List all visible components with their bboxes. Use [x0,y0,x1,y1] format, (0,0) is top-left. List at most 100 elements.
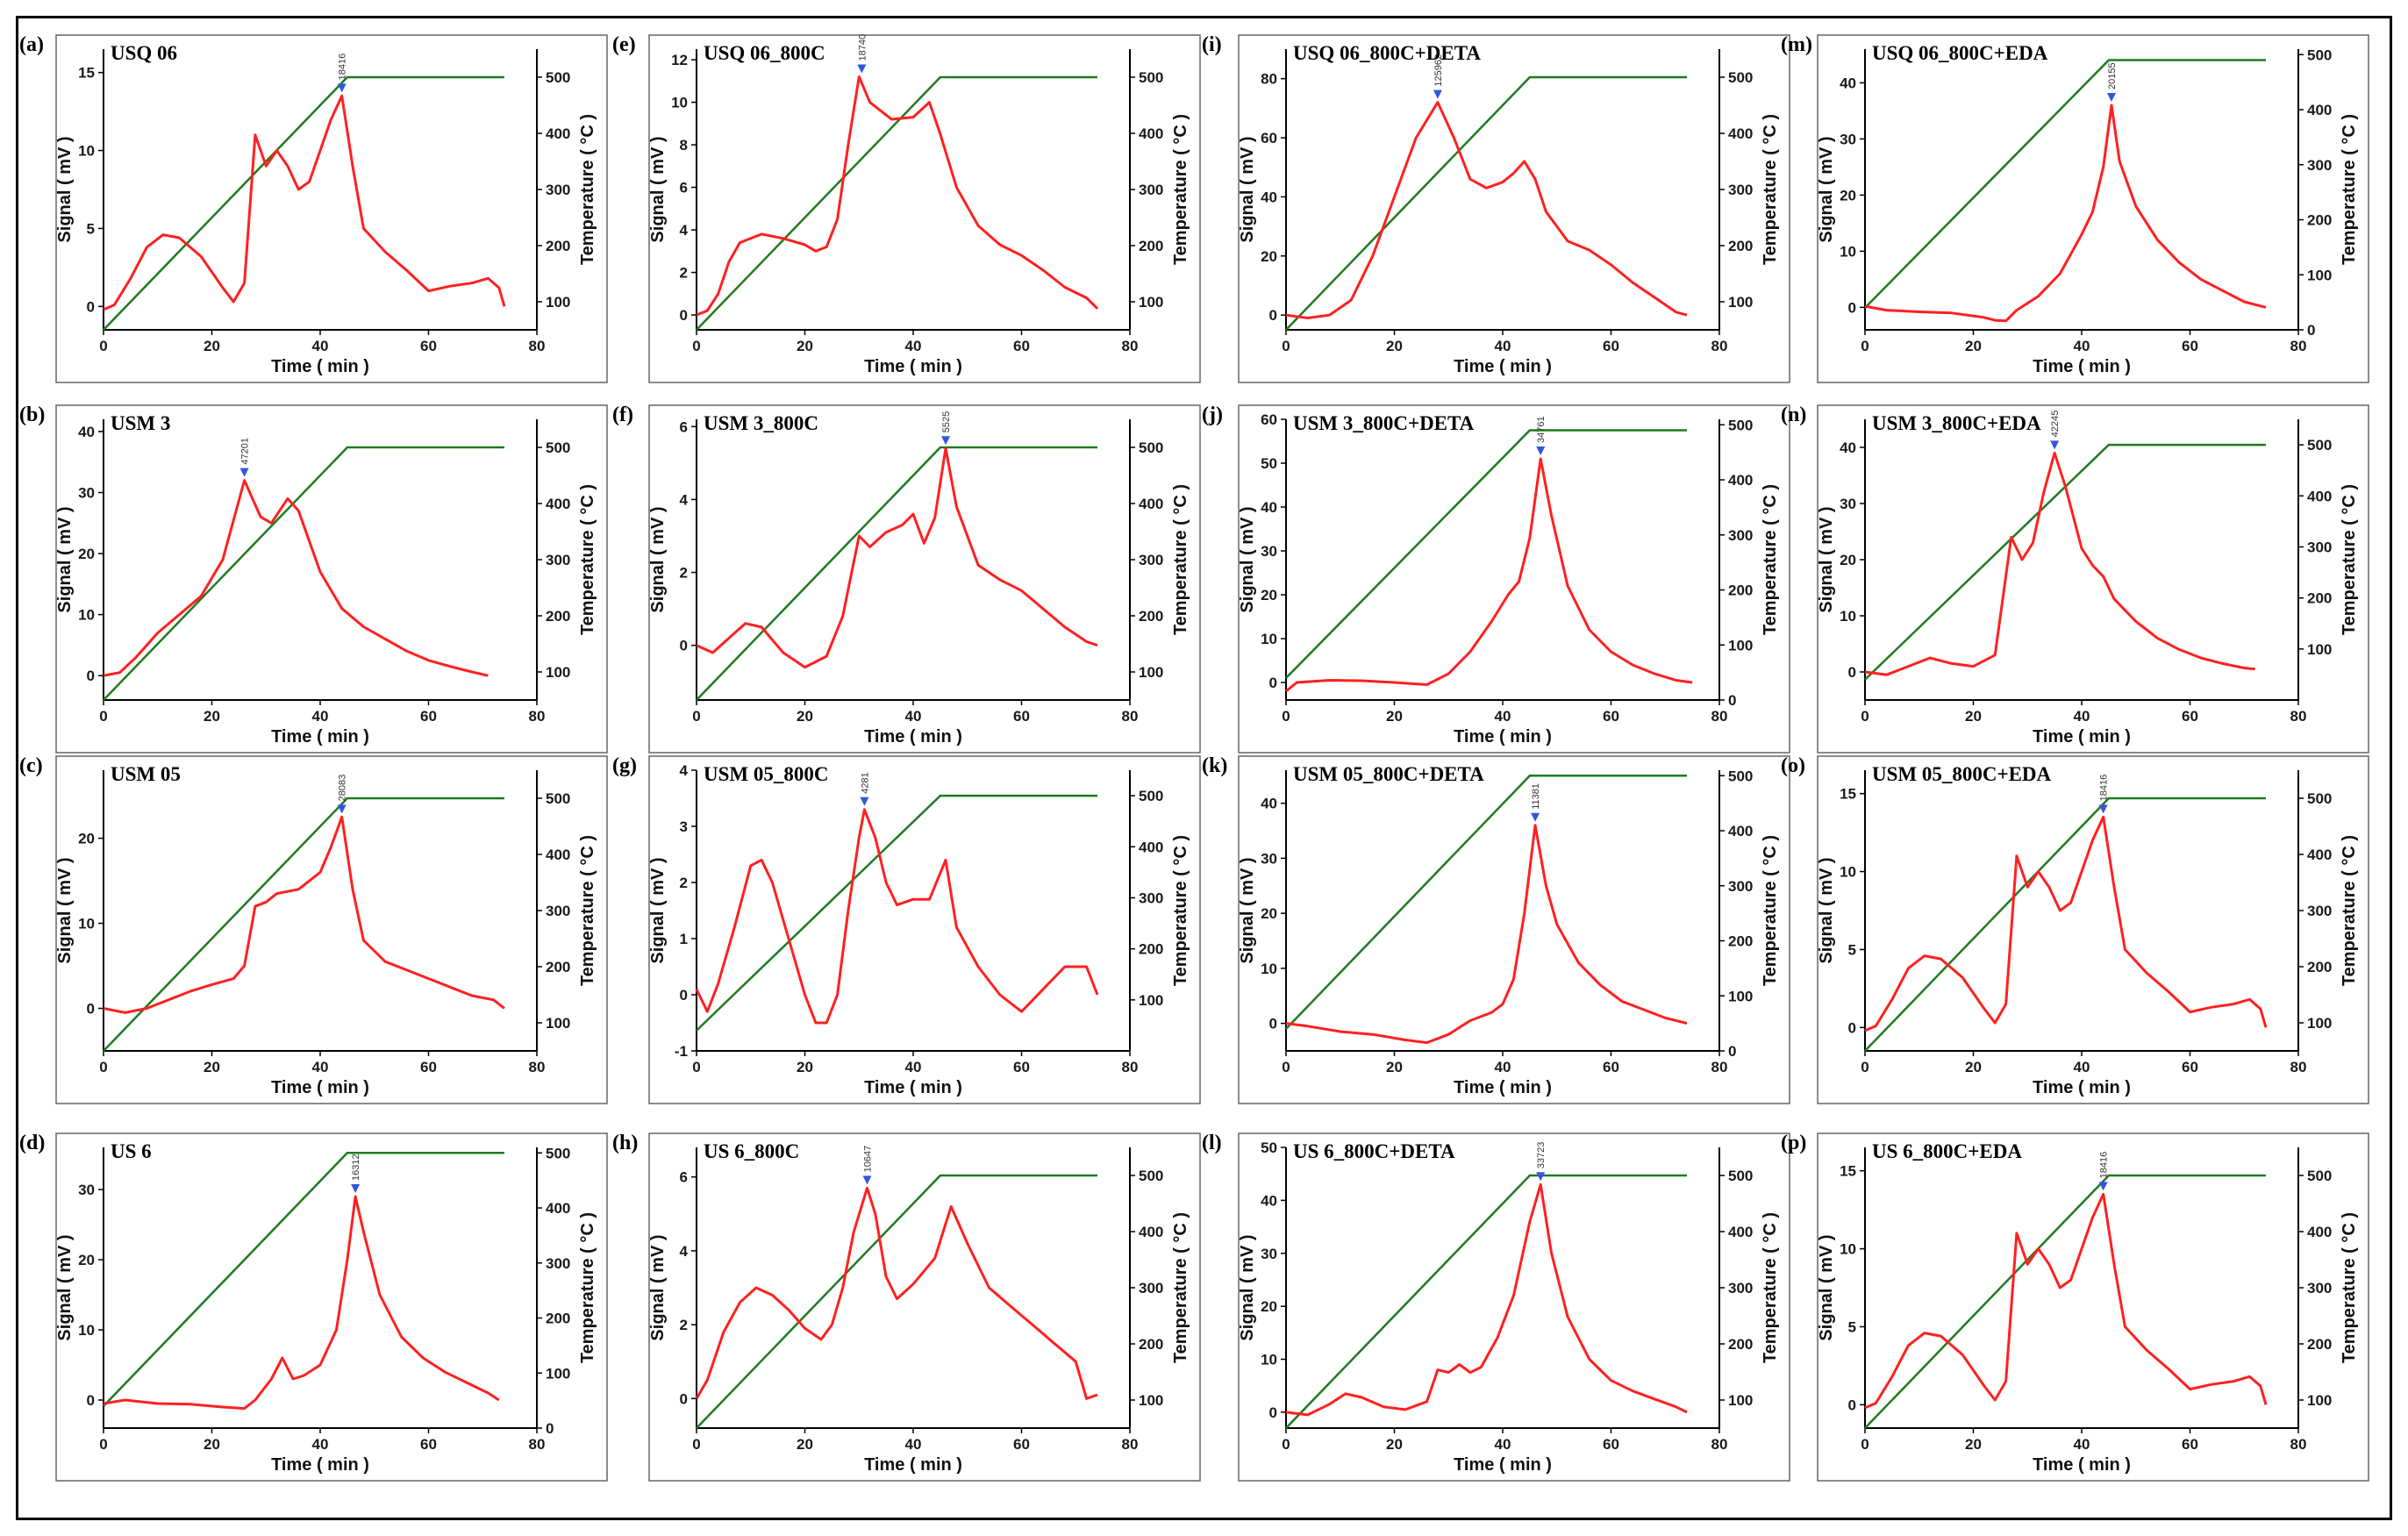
panel-label: (c) [19,754,43,777]
x-tick-label: 0 [1861,1059,1869,1075]
y-tick-label: 10 [1840,1241,1856,1258]
temp-tick-label: 500 [1139,439,1163,456]
temp-tick-label: 500 [2307,437,2332,454]
x-tick-label: 20 [1965,1059,1982,1075]
x-tick-label: 0 [1861,1436,1869,1453]
peak-marker [860,797,869,806]
y-axis-label-right: Temperature ( °C ) [1761,1212,1780,1363]
x-tick-label: 20 [204,708,220,725]
y-tick-label: 20 [1840,552,1856,568]
x-tick-label: 0 [1861,708,1869,725]
plot-area [1238,755,1790,1104]
y-axis-label-right: Temperature ( °C ) [578,1212,597,1363]
y-tick-label: 2 [680,565,688,582]
x-tick-label: 80 [529,1059,546,1075]
y-tick-label: 4 [680,491,689,508]
chart-b: 0 20 40 60 80 0 10 20 30 40 100 200 300 400 500 Time ( … [19,404,608,754]
y-tick-label: 6 [680,1169,688,1186]
temp-tick-label: 200 [2307,959,2332,975]
panel-title: USM 05_800C+DETA [1293,763,1484,785]
panel-title: US 6 [111,1140,152,1162]
panel-d: 0 20 40 60 80 0 10 20 30 0 100 200 300 400 500 Time ( m… [19,1132,609,1482]
chart-f: 0 20 40 60 80 0 2 4 6 100 200 300 400 500 Time ( min )… [612,404,1201,754]
y-tick-label: 0 [1269,1404,1277,1421]
temperature-line [103,797,504,1052]
x-tick-label: 60 [1013,338,1030,354]
temp-tick-label: 500 [1139,1168,1163,1184]
signal-line [1285,457,1693,693]
x-tick-label: 40 [2074,708,2090,725]
panel-f: 0 20 40 60 80 0 2 4 6 100 200 300 400 500 Time ( min )… [612,404,1202,754]
panel-label: (b) [19,404,45,426]
x-tick-label: 80 [1711,708,1728,725]
temperature-line [696,446,1097,701]
panel-title: USM 05_800C+EDA [1872,763,2052,785]
y-axis-label-left: Signal ( mV ) [1817,136,1836,242]
y-axis-label-right: Temperature ( °C ) [1171,835,1190,986]
temp-tick-label: 0 [546,1420,554,1437]
x-tick-label: 40 [312,708,329,725]
y-axis-label-right: Temperature ( °C ) [1761,114,1780,265]
y-tick-label: 0 [680,1390,688,1407]
panel-label: (d) [19,1132,45,1154]
x-axis-label: Time ( min ) [864,727,962,747]
x-tick-label: 0 [1282,1436,1290,1453]
y-tick-label: 40 [1261,796,1277,812]
signal-line [103,815,505,1014]
signal-line [103,479,489,677]
x-tick-label: 0 [1861,338,1869,354]
y-tick-label: 15 [1840,1163,1856,1180]
y-tick-label: 10 [1261,631,1277,647]
panel-label: (i) [1202,33,1222,56]
signal-line [1864,104,2267,323]
y-axis-label-right: Temperature ( °C ) [578,114,597,265]
x-tick-label: 20 [1386,1059,1403,1075]
panel-title: USQ 06_800C+DETA [1293,42,1481,64]
panel-label: (l) [1202,1132,1222,1154]
peak-value-label: 18416 [2099,775,2110,802]
temperature-line [103,446,504,701]
signal-line [695,1186,1098,1400]
temp-tick-label: 300 [1139,182,1163,198]
x-tick-label: 20 [1965,338,1982,354]
peak-value-label: 20155 [2107,62,2118,89]
chart-a: 0 20 40 60 80 0 5 10 15 100 200 300 400 500 Time ( min… [19,33,608,383]
peak-value-label: 34761 [1536,416,1547,443]
signal-line [1864,1192,2268,1410]
x-axis-label: Time ( min ) [1454,1078,1552,1097]
temp-tick-label: 500 [1728,69,1753,86]
y-tick-label: 0 [680,307,688,324]
chart-c: 0 20 40 60 80 0 10 20 100 200 300 400 500 Time ( min … [19,754,608,1104]
peak-marker [862,1175,872,1185]
x-axis-label: Time ( min ) [1454,357,1552,376]
y-tick-label: 0 [1269,307,1277,324]
chart-i: 0 20 40 60 80 0 20 40 60 80 100 200 300 400 500 Time ( … [1202,33,1790,383]
chart-n: 0 20 40 60 80 0 10 20 30 40 100 200 300 400 500 Time ( … [1781,404,2369,754]
temp-tick-label: 100 [1139,664,1163,681]
peak-marker [2106,93,2116,102]
panel-title: USQ 06 [111,42,177,64]
y-axis-label-right: Temperature ( °C ) [1761,835,1780,986]
y-tick-label: 40 [1261,499,1277,516]
panel-l: 0 20 40 60 80 0 10 20 30 40 50 100 200 300 400 500 Time … [1202,1132,1791,1482]
x-tick-label: 80 [2290,338,2307,354]
x-tick-label: 20 [1386,708,1403,725]
y-tick-label: 20 [78,546,95,562]
x-tick-label: 40 [2074,1059,2090,1075]
y-tick-label: 30 [1261,850,1277,867]
temp-tick-label: 500 [546,1145,570,1161]
peak-value-label: 47201 [240,438,251,465]
y-tick-label: 0 [87,298,95,315]
temperature-line [1285,75,1687,331]
x-axis-label: Time ( min ) [271,727,369,747]
chart-p: 0 20 40 60 80 0 5 10 15 100 200 300 400 500 Time ( min… [1781,1132,2369,1482]
temp-tick-label: 500 [1728,1168,1753,1184]
temp-tick-label: 100 [1728,637,1753,654]
panel-title: USM 05_800C [704,763,828,785]
y-tick-label: 12 [671,52,688,68]
temp-tick-label: 500 [2307,1168,2332,1184]
y-tick-label: 40 [78,424,95,440]
temp-tick-label: 300 [546,552,570,568]
temp-tick-label: 200 [546,1311,570,1327]
y-tick-label: 10 [1261,1352,1277,1368]
